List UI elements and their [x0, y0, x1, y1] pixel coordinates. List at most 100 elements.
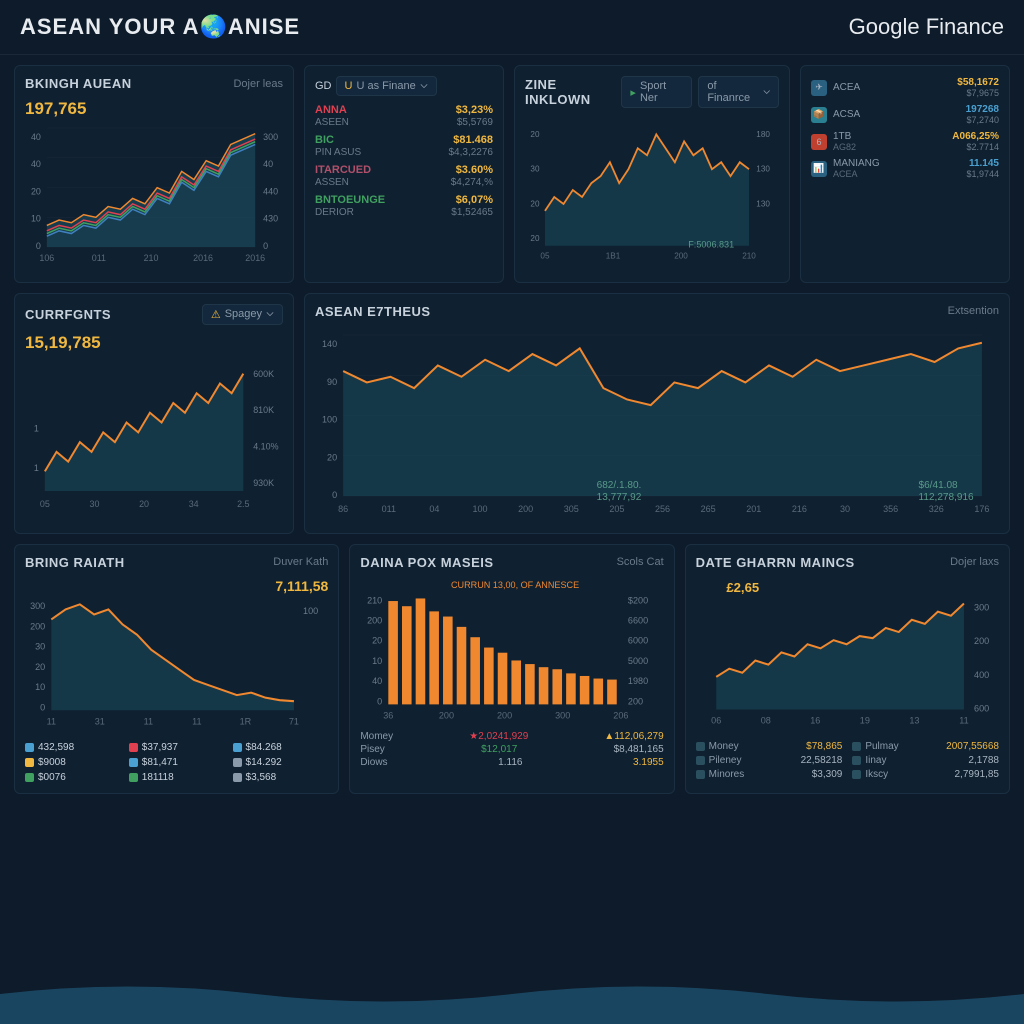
svg-text:200: 200 [518, 504, 533, 514]
panel-title: DATE GHARRN MAINCS [696, 555, 855, 570]
header-gd: GD [315, 80, 332, 92]
svg-text:0: 0 [36, 241, 41, 251]
chevron-down-icon [763, 88, 770, 96]
stat-row: Diows1.1163.1955 [360, 756, 663, 769]
panel-value: 15,19,785 [25, 333, 283, 353]
svg-text:130: 130 [756, 165, 770, 174]
svg-text:86: 86 [338, 504, 348, 514]
svg-text:300: 300 [30, 601, 45, 611]
legend-item: $84.268 [233, 742, 329, 753]
svg-text:201: 201 [746, 504, 761, 514]
ticker-list: ANNAASEEN$3,23%$5,5769 BICPIN ASUS$81.468… [315, 104, 493, 218]
legend-item: 181118 [129, 772, 225, 783]
ticker-row[interactable]: BICPIN ASUS$81.468$4,3,2276 [315, 134, 493, 158]
svg-text:300: 300 [974, 602, 989, 612]
svg-text:£2,65: £2,65 [726, 580, 759, 595]
svg-text:200: 200 [367, 615, 382, 625]
row-2: CURRFGNTS ⚠Spagey 15,19,785 600K810K4.10… [0, 293, 1024, 544]
svg-text:06: 06 [711, 716, 721, 726]
svg-text:71: 71 [289, 716, 299, 726]
svg-text:11: 11 [47, 716, 56, 726]
ticker-row[interactable]: ANNAASEEN$3,23%$5,5769 [315, 104, 493, 128]
legend-item: $81,471 [129, 757, 225, 768]
svg-text:36: 36 [384, 711, 394, 721]
chart-area-wide: 14090100200 682/.1.80. 13,777,92 $6/41.0… [315, 327, 999, 523]
svg-text:200: 200 [497, 711, 512, 721]
panel-bkingh: BKINGH AUEAN Dojer leas 197,765 40402010… [14, 65, 294, 283]
svg-text:11: 11 [144, 716, 153, 726]
svg-text:CURRUN 13,00, OF ANNESCE: CURRUN 13,00, OF ANNESCE [451, 580, 579, 590]
svg-text:40: 40 [31, 132, 41, 142]
svg-text:112,278,916: 112,278,916 [919, 492, 975, 503]
svg-text:206: 206 [614, 711, 629, 721]
svg-text:305: 305 [564, 504, 579, 514]
watch-item[interactable]: 📊MANIANGACEA11.145$1,9744 [811, 155, 999, 182]
svg-text:90: 90 [327, 377, 337, 387]
panel-watchlist: ✈ACEA$58,1672$7,9675📦ACSA197268$7,274061… [800, 65, 1010, 283]
svg-text:356: 356 [883, 504, 898, 514]
svg-text:16: 16 [810, 716, 820, 726]
svg-text:300: 300 [555, 711, 570, 721]
svg-text:5000: 5000 [628, 656, 648, 666]
svg-text:$6/41.08: $6/41.08 [919, 480, 959, 491]
legend-item: $9008 [25, 757, 121, 768]
svg-text:205: 205 [609, 504, 624, 514]
svg-text:11: 11 [192, 716, 201, 726]
stats: Money $78,865Pulmay 2007,55668Pileney 22… [696, 741, 999, 780]
svg-text:30: 30 [840, 504, 850, 514]
ticker-row[interactable]: ITARCUEDASSEN$3.60%$4,274,% [315, 164, 493, 188]
watch-item[interactable]: 📦ACSA197268$7,2740 [811, 101, 999, 128]
legend-item: $3,568 [233, 772, 329, 783]
stats: Momey★2,0241,929▲112,06,279Pisey$12,017$… [360, 730, 663, 769]
svg-text:200: 200 [439, 711, 454, 721]
svg-text:30: 30 [530, 165, 540, 174]
svg-text:13: 13 [909, 716, 919, 726]
dropdown-sport[interactable]: ▸Sport Ner [621, 76, 692, 108]
legend: 432,598$37,937$84.268$9008$81,471$14.292… [25, 742, 328, 783]
svg-text:40: 40 [263, 159, 273, 169]
svg-text:200: 200 [628, 696, 643, 706]
svg-text:0: 0 [40, 702, 45, 712]
dropdown-offinance[interactable]: of Finanrce [698, 76, 779, 108]
svg-text:20: 20 [530, 130, 540, 139]
svg-text:40: 40 [31, 159, 41, 169]
chevron-down-icon [420, 82, 428, 90]
svg-text:1: 1 [34, 463, 39, 473]
svg-text:210: 210 [144, 253, 159, 263]
svg-text:2.5: 2.5 [237, 499, 249, 509]
ticker-row[interactable]: BNTOEUNGEDERIOR$6,07%$1,52465 [315, 194, 493, 218]
watch-item[interactable]: ✈ACEA$58,1672$7,9675 [811, 74, 999, 101]
dropdown-finance[interactable]: U U as Finane [336, 76, 437, 96]
svg-text:20: 20 [31, 186, 41, 196]
watch-item[interactable]: 61TBAG82A066,25%$2.7714 [811, 128, 999, 155]
svg-text:08: 08 [760, 716, 770, 726]
wave-decoration [0, 974, 1024, 1024]
svg-text:011: 011 [92, 253, 106, 263]
chart-candle: CURRUN 13,00, OF ANNESCE 2102002010400 $… [360, 578, 663, 730]
svg-text:6600: 6600 [628, 615, 648, 625]
svg-text:130: 130 [756, 199, 770, 208]
svg-text:210: 210 [742, 251, 756, 260]
svg-text:1: 1 [34, 423, 39, 433]
svg-text:100: 100 [303, 606, 318, 616]
svg-text:600K: 600K [253, 369, 274, 379]
panel-subtitle: Duver Kath [273, 556, 328, 568]
dropdown-spagey[interactable]: ⚠Spagey [202, 304, 283, 325]
panel-title: DAINA POX MASEIS [360, 555, 493, 570]
svg-text:20: 20 [327, 452, 337, 462]
svg-text:011: 011 [382, 504, 396, 514]
svg-text:10: 10 [31, 214, 41, 224]
svg-text:0: 0 [332, 490, 337, 500]
svg-text:0: 0 [378, 696, 383, 706]
svg-text:100: 100 [322, 414, 337, 424]
panel-title: BRING RAIATH [25, 555, 125, 570]
svg-text:1B1: 1B1 [606, 251, 621, 260]
svg-text:30: 30 [35, 642, 45, 652]
panel-title: BKINGH AUEAN [25, 76, 132, 91]
stat-row: Pisey$12,017$8,481,165 [360, 743, 663, 756]
svg-text:05: 05 [540, 251, 550, 260]
legend-item: $37,937 [129, 742, 225, 753]
panel-subtitle: Dojer laxs [950, 556, 999, 568]
svg-text:216: 216 [792, 504, 807, 514]
svg-text:F:5006.831: F:5006.831 [688, 240, 734, 250]
